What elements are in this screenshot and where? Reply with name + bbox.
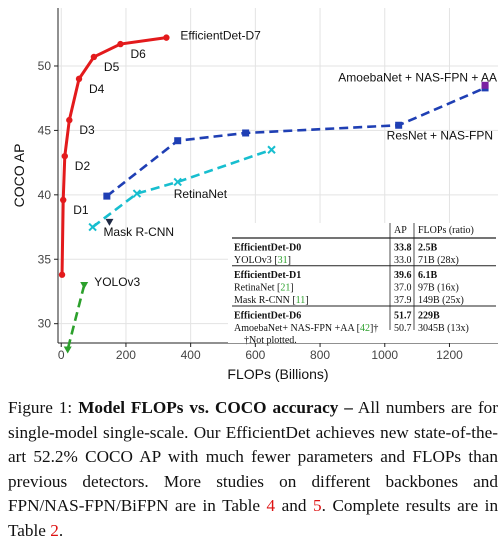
y-tick-label: 30 xyxy=(38,317,52,331)
point-yolov3 xyxy=(63,346,72,354)
table-cell-flops: 2.5B xyxy=(418,242,438,253)
chart: 0 200 400 600 800 1000 1200 30 35 40 45 50 FLOPs (Bi… xyxy=(11,8,498,382)
table-cell-ap: 33.0 xyxy=(394,255,412,266)
table-cell-ref[interactable]: 21 xyxy=(280,283,290,294)
table-cell-flops: 229B xyxy=(418,310,440,321)
point-efficientdet xyxy=(58,271,66,278)
y-axis-label: COCO AP xyxy=(11,144,27,208)
table-cell-ap: 51.7 xyxy=(394,310,412,321)
y-tick-label: 35 xyxy=(38,252,52,266)
series-line-retinanet xyxy=(91,148,272,229)
table-cell-model: EfficientDet-D1 xyxy=(234,270,301,281)
x-tick-label: 1000 xyxy=(371,348,398,362)
caption-text-2: and xyxy=(281,496,307,515)
y-tick-label: 45 xyxy=(38,123,52,137)
caption-label: Figure 1: xyxy=(8,398,73,417)
table-header-ap: AP xyxy=(394,225,407,236)
point-efficientdet xyxy=(75,75,83,83)
series-layer xyxy=(58,34,489,354)
x-axis-label: FLOPs (Billions) xyxy=(227,366,328,382)
x-tick-label: 0 xyxy=(58,348,65,362)
caption-ref-table-2[interactable]: 2 xyxy=(50,520,59,540)
table-cell-ref[interactable]: 31 xyxy=(278,255,288,266)
point-efficientdet xyxy=(163,34,170,41)
point-amoebanet-nas-fpn-aa xyxy=(481,81,489,89)
point-yolov3 xyxy=(80,282,89,290)
y-tick-label: 40 xyxy=(38,188,52,202)
point-resnet-nas-fpn xyxy=(395,121,403,129)
point-labels: D1 D2 D3 D4 D5 D6 EfficientDet-D7 AmoebaNet + N… xyxy=(73,29,497,289)
table-cell-flops: 149B (25x) xyxy=(418,295,464,306)
point-efficientdet xyxy=(117,40,124,48)
x-tick-label: 200 xyxy=(116,348,136,362)
point-label-d1: D1 xyxy=(73,203,89,217)
x-tick-label: 600 xyxy=(245,348,265,362)
table-cell-ap: 39.6 xyxy=(394,270,412,281)
point-resnet-nas-fpn xyxy=(103,192,111,200)
point-efficientdet xyxy=(60,196,67,204)
point-label-d4: D4 xyxy=(89,82,105,96)
annotation-amoebanet-nas-fpn-aa: AmoebaNet + NAS-FPN + AA xyxy=(338,70,497,84)
inset-table: AP FLOPs (ratio) EfficientDet-D0 33.8 2.5B YO… xyxy=(228,223,498,346)
point-resnet-nas-fpn xyxy=(174,137,182,145)
point-label-d2: D2 xyxy=(75,159,91,173)
annotation-resnet-nas-fpn: ResNet + NAS-FPN xyxy=(387,128,493,142)
table-footnote: †Not plotted. xyxy=(244,335,297,346)
caption-text-4: . xyxy=(58,520,64,540)
table-cell-flops: 6.1B xyxy=(418,270,438,281)
table-cell-model: EfficientDet-D6 xyxy=(234,310,301,321)
y-tick-label: 50 xyxy=(38,59,52,73)
point-retinanet xyxy=(267,145,276,154)
table-cell-ref[interactable]: 42 xyxy=(360,323,370,334)
table-cell-flops: 97B (16x) xyxy=(418,283,459,294)
table-header-flops: FLOPs (ratio) xyxy=(418,225,474,236)
axes: 0 200 400 600 800 1000 1200 30 35 40 45 50 FLOPs (Bi… xyxy=(11,8,498,382)
figure-caption: Figure 1: Model FLOPs vs. COCO accuracy … xyxy=(8,396,498,543)
table-cell-flops: 71B (28x) xyxy=(418,255,459,266)
table-cell-model: RetinaNet [21] xyxy=(234,283,294,294)
table-cell-model: AmoebaNet+ NAS-FPN +AA [42]† xyxy=(234,323,378,334)
point-label-d6: D6 xyxy=(130,47,146,61)
caption-title: Model FLOPs vs. COCO accuracy – xyxy=(78,398,353,417)
annotation-efficientdet-d7: EfficientDet-D7 xyxy=(180,29,261,43)
table-cell-ap: 37.9 xyxy=(394,295,412,306)
table-cell-ap: 50.7 xyxy=(394,323,412,334)
point-resnet-nas-fpn xyxy=(242,129,250,137)
annotation-yolov3: YOLOv3 xyxy=(94,275,140,289)
table-cell-flops: 3045B (13x) xyxy=(418,323,469,334)
x-tick-label: 400 xyxy=(181,348,201,362)
point-efficientdet xyxy=(61,152,68,160)
x-tick-label: 1200 xyxy=(436,348,463,362)
annotation-mask-r-cnn: Mask R-CNN xyxy=(103,225,174,239)
caption-text-3: . Complete results are in Table xyxy=(8,496,499,540)
point-efficientdet xyxy=(66,116,73,124)
caption-ref-table-5[interactable]: 5 xyxy=(313,496,322,515)
point-mask-r-cnn xyxy=(105,218,114,226)
series-line-yolov3 xyxy=(66,284,86,350)
caption-text-1: All numbers are for single-model single-… xyxy=(8,398,498,515)
table-cell-model: YOLOv3 [31] xyxy=(234,255,291,266)
annotation-retinanet: RetinaNet xyxy=(174,187,228,201)
inset-table-background xyxy=(228,223,498,343)
series-line-efficientdet xyxy=(60,36,167,275)
table-cell-ref[interactable]: 11 xyxy=(296,295,306,306)
point-retinanet xyxy=(132,189,142,198)
point-retinanet xyxy=(173,177,182,187)
point-retinanet xyxy=(88,222,97,232)
table-cell-model: EfficientDet-D0 xyxy=(234,242,301,253)
table-cell-ap: 33.8 xyxy=(394,242,412,253)
table-cell-model: Mask R-CNN [11] xyxy=(234,295,309,306)
caption-ref-table-4[interactable]: 4 xyxy=(266,496,276,515)
point-efficientdet xyxy=(90,53,98,61)
table-cell-ap: 37.0 xyxy=(394,283,412,294)
point-label-d5: D5 xyxy=(104,60,120,74)
x-tick-label: 800 xyxy=(310,348,330,362)
point-label-d3: D3 xyxy=(79,123,95,137)
